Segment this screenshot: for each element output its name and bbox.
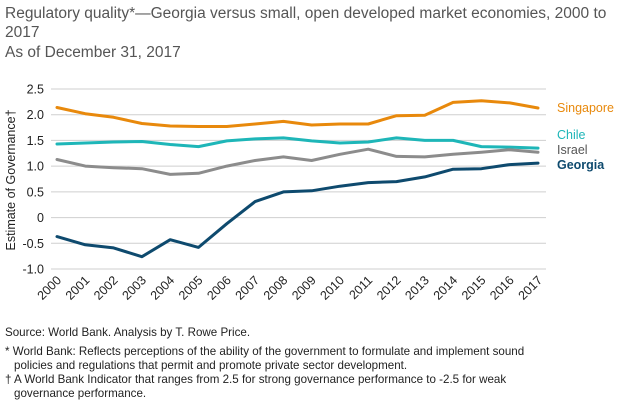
x-tick-label: 2017 bbox=[516, 273, 546, 303]
x-tick-label: 2015 bbox=[459, 273, 489, 303]
footnote-asterisk-line-1: * World Bank: Reflects perceptions of th… bbox=[5, 345, 525, 358]
y-tick-label: 2.0 bbox=[27, 108, 44, 122]
legend-label-chile: Chile bbox=[557, 128, 586, 142]
chart-title: Regulatory quality*—Georgia versus small… bbox=[5, 5, 607, 41]
legend-label-singapore: Singapore bbox=[557, 101, 614, 115]
chart-subtitle: As of December 31, 2017 bbox=[5, 44, 181, 61]
x-tick-label: 2009 bbox=[289, 273, 319, 303]
x-tick-label: 2010 bbox=[317, 273, 347, 303]
x-tick-label: 2003 bbox=[119, 273, 149, 303]
y-tick-label: 0.5 bbox=[27, 185, 44, 199]
x-tick-label: 2005 bbox=[176, 273, 206, 303]
legend-label-georgia: Georgia bbox=[557, 158, 605, 172]
x-tick-label: 2014 bbox=[431, 273, 461, 303]
series-line-georgia bbox=[55, 161, 540, 259]
y-axis-tick-labels: 2.5 2.0 1.5 1.0 0.5 0 -0.5 -1.0 bbox=[22, 83, 44, 277]
footnote-dagger-line-1: † A World Bank Indicator that ranges fro… bbox=[5, 373, 507, 386]
y-axis-label: Estimate of Governance† bbox=[4, 109, 18, 250]
x-tick-label: 2001 bbox=[63, 273, 93, 303]
series-line-israel bbox=[55, 147, 540, 176]
y-tick-label: -0.5 bbox=[22, 237, 44, 251]
y-tick-label: 1.0 bbox=[27, 160, 44, 174]
line-chart: 2.52.01.51.00.50-0.5-1.0 200020012002200… bbox=[4, 83, 614, 303]
x-tick-label: 2011 bbox=[346, 273, 375, 302]
x-tick-label: 2000 bbox=[35, 273, 65, 303]
y-tick-label: 1.5 bbox=[27, 134, 44, 148]
x-tick-label: 2008 bbox=[261, 273, 291, 303]
x-tick-label: 2012 bbox=[374, 273, 404, 303]
series-line-singapore bbox=[55, 99, 540, 128]
source-note: Source: World Bank. Analysis by T. Rowe … bbox=[5, 326, 251, 339]
x-tick-label: 2004 bbox=[148, 273, 178, 303]
x-tick-label: 2013 bbox=[402, 273, 432, 303]
footnote-asterisk-line-2: policies and regulations that permit and… bbox=[14, 359, 408, 372]
footnotes: Source: World Bank. Analysis by T. Rowe … bbox=[5, 326, 615, 401]
x-tick-label: 2002 bbox=[91, 273, 121, 303]
x-tick-label: 2016 bbox=[487, 273, 517, 303]
series-lines bbox=[55, 99, 540, 259]
x-tick-label: 2006 bbox=[204, 273, 234, 303]
grid-lines bbox=[51, 88, 546, 270]
y-tick-label: -1.0 bbox=[22, 263, 44, 277]
x-tick-label: 2007 bbox=[233, 273, 263, 303]
legend-label-israel: Israel bbox=[557, 143, 588, 157]
y-tick-label: 0 bbox=[37, 211, 44, 225]
series-line-chile bbox=[55, 136, 540, 150]
x-axis-tick-labels: 2000200120022003200420052006200720082009… bbox=[35, 273, 546, 303]
footnote-dagger-line-2: governance performance. bbox=[14, 387, 147, 400]
y-tick-label: 2.5 bbox=[27, 83, 44, 97]
